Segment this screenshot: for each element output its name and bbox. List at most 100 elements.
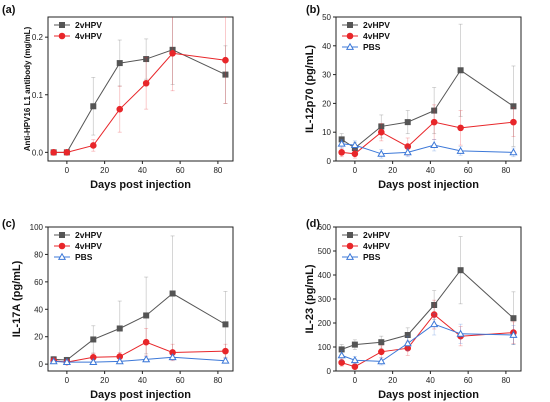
y-axis-label: IL-17A (pg/mL) <box>11 260 23 337</box>
data-point <box>62 357 71 365</box>
series-pbs <box>337 138 518 159</box>
data-point <box>116 60 123 67</box>
panel-label: (c) <box>2 218 16 230</box>
series-4vhpv <box>50 17 229 156</box>
data-point <box>338 149 345 156</box>
legend-marker <box>58 242 66 250</box>
x-tick-label: 40 <box>426 166 435 175</box>
x-tick-label: 80 <box>501 376 510 385</box>
x-tick-label: 60 <box>176 376 185 385</box>
series-line <box>341 269 514 350</box>
data-point <box>63 149 71 156</box>
y-tick-label: 100 <box>30 223 44 232</box>
data-point <box>457 267 464 274</box>
data-point <box>430 118 438 126</box>
y-tick-label: 40 <box>322 42 331 51</box>
data-point <box>378 339 385 346</box>
data-point <box>222 56 229 64</box>
legend-marker <box>346 32 354 40</box>
data-point <box>222 321 229 328</box>
legend-marker <box>347 232 353 238</box>
data-point <box>431 302 438 308</box>
y-tick-label: 80 <box>34 250 43 259</box>
plot-area <box>337 236 518 370</box>
y-tick-label: 500 <box>318 247 332 256</box>
y-tick-label: 600 <box>318 223 332 232</box>
y-tick-label: 20 <box>34 333 43 342</box>
data-point <box>115 357 124 365</box>
legend-marker <box>345 42 355 50</box>
data-point <box>168 353 177 361</box>
legend-label: 2vHPV <box>363 20 390 30</box>
data-point <box>142 355 151 363</box>
data-point <box>221 356 230 364</box>
series-4vhpv <box>338 104 517 159</box>
legend-label: 2vHPV <box>363 230 390 240</box>
series-line <box>53 49 226 153</box>
data-point <box>404 332 411 338</box>
x-tick-label: 60 <box>464 166 473 175</box>
data-point <box>89 357 98 365</box>
legend-label: PBS <box>75 252 93 262</box>
x-tick-label: 40 <box>138 166 147 175</box>
data-point <box>169 49 176 57</box>
chart-panel-3: (c) 0 20 40 60 80 0 20 40 60 80 100 Days post inject… <box>2 218 234 401</box>
data-point <box>90 336 97 343</box>
series-pbs <box>337 312 518 366</box>
panel-label: (a) <box>2 4 16 16</box>
legend-label: 4vHPV <box>363 31 390 41</box>
x-tick-label: 80 <box>213 376 222 385</box>
x-tick-label: 60 <box>176 166 185 175</box>
series-line <box>341 143 514 155</box>
legend-marker <box>59 22 65 28</box>
series-line <box>341 313 514 368</box>
y-tick-label: 100 <box>318 343 332 352</box>
y-tick-label: 200 <box>318 319 332 328</box>
y-tick-label: 400 <box>318 271 332 280</box>
x-tick-label: 80 <box>501 166 510 175</box>
data-point <box>337 351 346 359</box>
legend-label: PBS <box>363 252 381 262</box>
plot-frame <box>47 226 234 372</box>
data-point <box>350 140 359 149</box>
y-tick-label: 10 <box>322 128 331 137</box>
chart-panel-2: (b) 0 20 40 60 80 0 10 20 30 40 50 Days post injecti… <box>304 4 522 191</box>
plot-area <box>337 23 518 159</box>
legend-marker <box>345 252 355 260</box>
x-tick-label: 80 <box>213 166 222 175</box>
y-tick-label: 30 <box>322 71 331 80</box>
chart-panel-1: (a) 0 20 40 60 80 0.0 0.1 0.2 Days post injection… <box>2 4 234 191</box>
x-tick-label: 0 <box>65 376 70 385</box>
y-tick-label: 60 <box>34 278 43 287</box>
y-axis-label: IL-23 (pg/mL) <box>304 264 316 333</box>
data-point <box>377 149 386 157</box>
data-point <box>142 338 150 346</box>
data-point <box>116 105 124 113</box>
x-tick-label: 0 <box>353 376 358 385</box>
data-point <box>338 359 345 366</box>
data-point <box>404 119 411 126</box>
x-tick-label: 20 <box>388 376 397 385</box>
data-point <box>456 146 465 154</box>
y-tick-label: 0 <box>39 360 44 369</box>
data-point <box>378 128 385 136</box>
data-point <box>509 148 518 156</box>
panel-label: (d) <box>306 218 320 230</box>
y-axis-label: IL-12p70 (pg/mL) <box>304 45 316 133</box>
x-tick-label: 40 <box>138 376 147 385</box>
data-point <box>403 148 412 156</box>
data-point <box>169 290 176 297</box>
data-point <box>430 319 439 328</box>
data-point <box>143 56 150 63</box>
data-point <box>143 312 150 319</box>
data-point <box>350 355 359 364</box>
plot-area <box>50 17 229 156</box>
y-tick-label: 300 <box>318 295 332 304</box>
x-tick-label: 20 <box>388 166 397 175</box>
data-point <box>378 348 385 356</box>
